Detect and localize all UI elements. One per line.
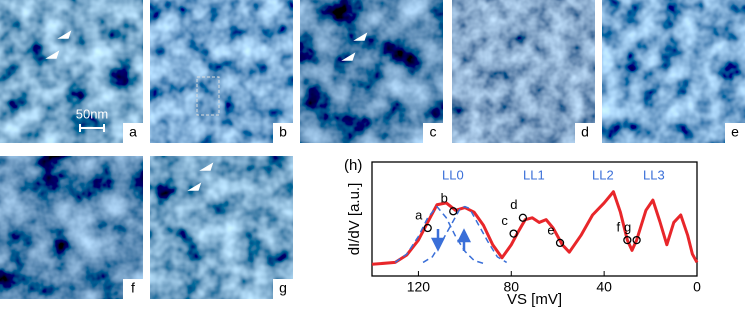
panel-label-box (423, 123, 443, 143)
arrow (341, 32, 368, 61)
panel-label-box (123, 279, 143, 299)
marker (449, 207, 458, 216)
panel-label: b (279, 124, 287, 140)
level-label: LL1 (523, 167, 545, 182)
stm-image (150, 0, 293, 143)
panel-label: e (731, 124, 739, 140)
panel-label-box (273, 279, 293, 299)
plot-frame (371, 161, 698, 277)
level-label: LL2 (592, 167, 614, 182)
stm-image (452, 0, 595, 143)
marker-label: g (624, 220, 631, 235)
panel-label-box (123, 123, 143, 143)
marker (623, 235, 632, 245)
panel-label-box (725, 123, 745, 143)
marker-label: b (441, 191, 448, 206)
selection-box (196, 76, 220, 116)
stm-image (300, 0, 443, 143)
marker-label: c (501, 213, 508, 228)
panel-label: (h) (344, 157, 362, 174)
stm-image (602, 0, 745, 143)
chart: (h) 120 80 40 0 VS [mV] dI/dV [a.u.] LL0 LL1 LL2 L… (344, 157, 701, 308)
marker (423, 223, 432, 233)
marker-label: a (415, 207, 423, 222)
x-tick-label: 0 (693, 279, 701, 295)
spin-arrow (430, 229, 446, 252)
panel-label: f (131, 280, 135, 296)
panel-label: d (581, 124, 589, 140)
spin-arrow (456, 228, 472, 251)
marker (632, 235, 641, 245)
marker-label: f (617, 220, 621, 235)
fit-line (394, 205, 484, 265)
marker (518, 213, 528, 222)
panel-label: a (129, 124, 137, 140)
x-tick-label: 40 (596, 279, 612, 295)
stm-image (0, 156, 143, 299)
marker-label: d (510, 197, 517, 212)
panel-label: g (279, 280, 287, 296)
x-axis-label: VS [mV] (507, 291, 562, 308)
panel-label-box (273, 123, 293, 143)
marker-label: e (547, 222, 554, 237)
y-axis-label: dI/dV [a.u.] (346, 183, 363, 256)
marker (509, 229, 518, 238)
stm-image (150, 156, 293, 299)
marker (555, 238, 565, 248)
panel-label-box (575, 123, 595, 143)
arrow (187, 162, 214, 191)
stm-image (0, 0, 143, 143)
level-label: LL3 (643, 167, 665, 182)
scale-bar (79, 124, 105, 132)
scale-bar-label: 50nm (76, 106, 109, 121)
panel-label: c (430, 124, 437, 140)
level-label: LL0 (442, 167, 464, 182)
x-tick-label: 120 (407, 279, 431, 295)
x-tick-label: 80 (503, 279, 519, 295)
arrow (45, 30, 72, 59)
spectrum-line (371, 190, 699, 266)
